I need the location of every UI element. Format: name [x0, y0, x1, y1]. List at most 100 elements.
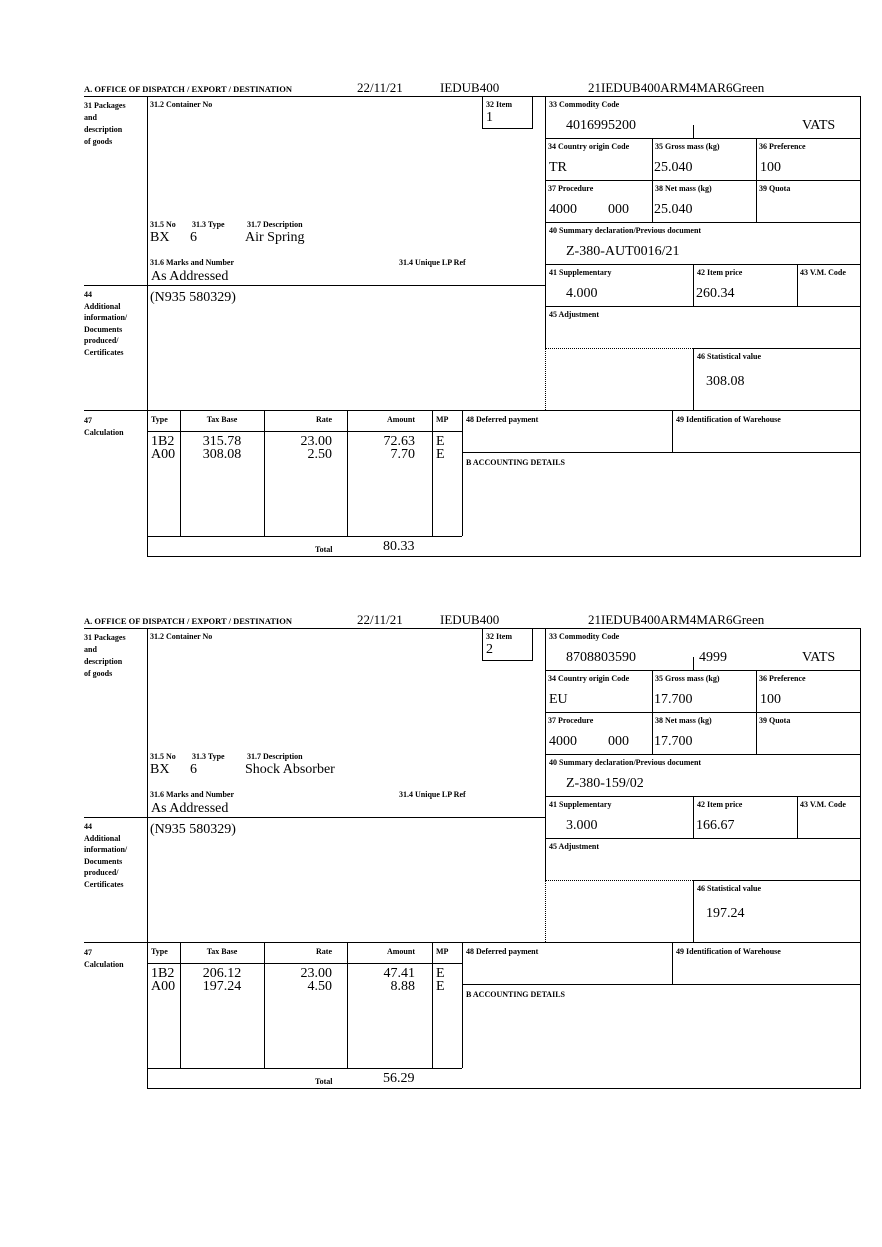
- net-mass-label: 38 Net mass (kg): [655, 716, 712, 725]
- divider: [756, 670, 757, 754]
- divider: [147, 1088, 861, 1089]
- divider: [860, 628, 861, 1089]
- calc-tax-base: 197.24: [202, 979, 242, 994]
- preference-value: 100: [760, 160, 781, 175]
- label-line: of goods: [84, 137, 113, 146]
- item-price-value: 260.34: [696, 286, 735, 301]
- warehouse-label: 49 Identification of Warehouse: [676, 415, 781, 424]
- item-price-label: 42 Item price: [697, 268, 743, 277]
- procedure-label: 37 Procedure: [548, 184, 594, 193]
- calc-header-type: Type: [151, 947, 168, 956]
- declaration-item-block: A. OFFICE OF DISPATCH / EXPORT / DESTINA…: [0, 612, 882, 1092]
- divider: [860, 96, 861, 557]
- divider: [347, 410, 348, 536]
- summary-doc-value: Z-380-159/02: [566, 776, 644, 791]
- total-label: Total: [315, 545, 333, 554]
- item-number: 1: [486, 110, 493, 125]
- procedure-extra: 000: [608, 202, 629, 217]
- adjustment-label: 45 Adjustment: [549, 310, 600, 319]
- divider: [264, 410, 265, 536]
- divider: [147, 96, 148, 557]
- divider: [545, 880, 546, 942]
- divider: [84, 96, 861, 97]
- divider: [545, 138, 861, 139]
- package-no: BX: [150, 230, 170, 245]
- supplementary-value: 3.000: [566, 818, 598, 833]
- divider: [693, 125, 694, 138]
- label-line: information/: [84, 845, 128, 854]
- additional-info-value: (N935 580329): [150, 822, 236, 837]
- calc-header-mp: MP: [436, 947, 449, 956]
- item-label: 32 Item: [486, 632, 512, 641]
- country-value: EU: [549, 692, 568, 707]
- description-label: 31.7 Description: [247, 220, 303, 229]
- net-mass-value: 17.700: [654, 734, 693, 749]
- calc-mp: E: [436, 966, 445, 981]
- packages-label: 31 Packages and description of goods: [84, 100, 126, 148]
- divider: [482, 628, 483, 661]
- vats-value: VATS: [802, 650, 836, 665]
- divider: [462, 452, 861, 453]
- accounting-details-label: B ACCOUNTING DETAILS: [466, 990, 565, 999]
- calc-header-rate: Rate: [316, 947, 332, 956]
- office-label: A. OFFICE OF DISPATCH / EXPORT / DESTINA…: [84, 84, 292, 94]
- calc-type: 1B2: [151, 434, 175, 449]
- label-line: Documents: [84, 856, 123, 866]
- divider: [264, 942, 265, 1068]
- package-no: BX: [150, 762, 170, 777]
- divider: [462, 942, 463, 1068]
- divider: [797, 264, 798, 306]
- unique-ref-label: 31.4 Unique LP Ref: [399, 790, 466, 799]
- calc-header-amount: Amount: [386, 415, 415, 424]
- package-type: 6: [190, 230, 197, 245]
- divider: [545, 796, 861, 797]
- divider: [347, 942, 348, 1068]
- item-price-value: 166.67: [696, 818, 735, 833]
- label-line: produced/: [84, 868, 119, 877]
- divider: [532, 96, 533, 129]
- commodity-extra: 4999: [699, 650, 727, 665]
- label-line: and: [84, 645, 97, 654]
- marks-label: 31.6 Marks and Number: [150, 790, 235, 799]
- divider: [84, 628, 861, 629]
- additional-info-label: 44 Additional information/ Documents pro…: [84, 821, 127, 890]
- divider: [482, 660, 533, 661]
- commodity-label: 33 Commodity Code: [549, 632, 620, 641]
- statistical-value-label: 46 Statistical value: [697, 884, 761, 893]
- deferred-payment-label: 48 Deferred payment: [466, 947, 539, 956]
- label-line: 47: [84, 948, 92, 957]
- divider: [84, 410, 861, 411]
- divider: [672, 410, 673, 452]
- calculation-label: 47 Calculation: [84, 947, 124, 971]
- procedure-label: 37 Procedure: [548, 716, 594, 725]
- calc-type: A00: [151, 979, 176, 994]
- calc-header-mp: MP: [436, 415, 449, 424]
- statistical-value: 308.08: [706, 374, 745, 389]
- gross-mass-label: 35 Gross mass (kg): [655, 142, 720, 151]
- divider: [545, 180, 861, 181]
- gross-mass-value: 25.040: [654, 160, 693, 175]
- label-line: of goods: [84, 669, 113, 678]
- country-label: 34 Country origin Code: [548, 142, 630, 151]
- commodity-code: 8708803590: [566, 650, 636, 665]
- statistical-value-label: 46 Statistical value: [697, 352, 761, 361]
- divider: [545, 712, 861, 713]
- divider: [693, 796, 694, 838]
- divider: [693, 348, 694, 410]
- preference-label: 36 Preference: [759, 142, 806, 151]
- divider: [84, 285, 545, 286]
- office-code: IEDUB400: [440, 612, 500, 627]
- statistical-value: 197.24: [706, 906, 745, 921]
- summary-doc-value: Z-380-AUT0016/21: [566, 244, 680, 259]
- divider: [756, 138, 757, 222]
- label-line: 31 Packages: [84, 633, 126, 642]
- total-value: 80.33: [383, 539, 415, 554]
- calc-header-tax-base: Tax Base: [206, 415, 238, 424]
- calc-tax-base: 206.12: [202, 966, 242, 981]
- divider: [545, 838, 861, 839]
- calc-header-amount: Amount: [386, 947, 415, 956]
- divider: [147, 556, 861, 557]
- divider: [462, 984, 861, 985]
- divider: [693, 880, 861, 881]
- label-line: and: [84, 113, 97, 122]
